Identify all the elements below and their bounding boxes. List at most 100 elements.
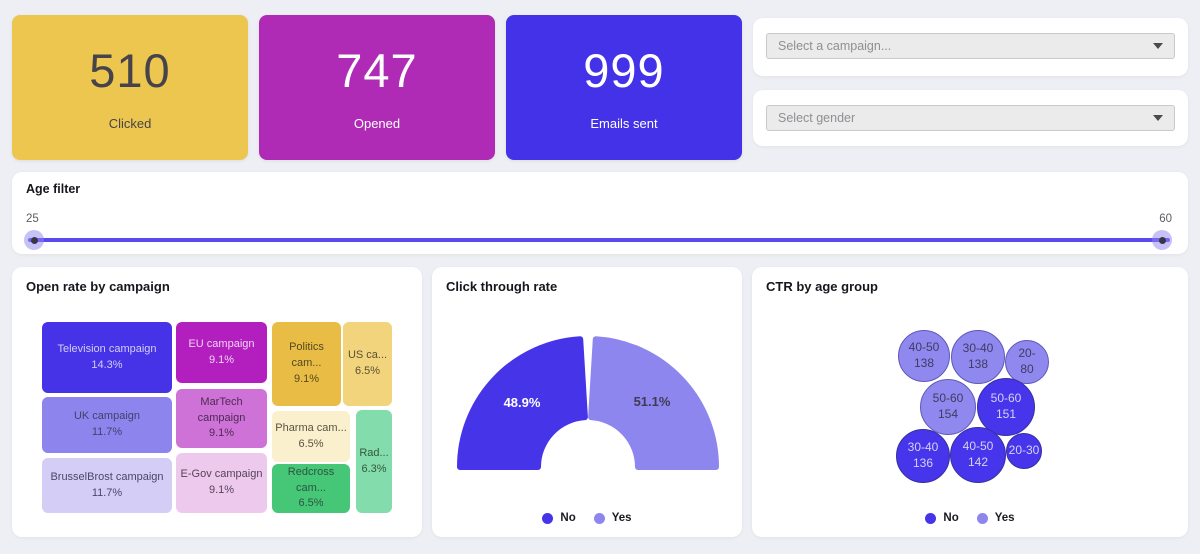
gender-select[interactable]: Select gender [766,105,1175,131]
treemap-tile-uk[interactable]: UK campaign 11.7% [42,397,172,453]
bubble-group: 20- [1018,346,1036,361]
treemap-tile-brusselbrost[interactable]: BrusselBrost campaign 11.7% [42,458,172,513]
tile-value: 11.7% [91,486,123,499]
campaign-select[interactable]: Select a campaign... [766,33,1175,59]
bubble-group: 50-60 [932,391,964,406]
tile-value: 6.5% [298,497,324,510]
bubble-group: 20-30 [1008,443,1040,458]
ctr-by-age-group-card: CTR by age group 40-50 138 30-40 138 20-… [752,267,1188,537]
legend-swatch-yes-icon [976,512,988,524]
tile-name: Politics cam... [289,341,324,370]
tile-value: 6.5% [298,437,324,450]
legend-label-yes: Yes [994,512,1015,524]
treemap-tile-redcross[interactable]: Redcross cam... 6.5% [272,464,350,513]
age-filter-card: Age filter 25 60 [12,172,1188,254]
treemap-tile-rad[interactable]: Rad... 6.3% [356,410,392,513]
kpi-label-clicked: Clicked [108,116,152,131]
treemap-tile-politics[interactable]: Politics cam... 9.1% [272,322,341,406]
bubble-40-50-yes[interactable]: 40-50 138 [898,330,950,382]
bubble-group: 40-50 [908,340,940,355]
tile-value: 6.5% [354,365,381,377]
treemap-tile-eu[interactable]: EU campaign 9.1% [176,322,267,383]
bubble-20-30-yes[interactable]: 20- 80 [1005,340,1049,384]
tile-value: 9.1% [208,353,235,366]
donut-legend: No Yes [432,512,742,524]
bubble-value: 142 [967,455,989,469]
tile-name: E-Gov campaign [180,468,263,481]
tile-name: Redcross cam... [287,465,335,494]
donut-segment-no[interactable] [457,336,588,470]
gender-filter-card: Select gender [753,90,1188,146]
age-slider-handle-min[interactable] [24,230,44,250]
tile-value: 9.1% [208,484,235,496]
treemap-title: Open rate by campaign [26,279,170,294]
bubble-30-40-yes[interactable]: 30-40 138 [951,330,1005,384]
open-rate-treemap-card: Open rate by campaign Television campaig… [12,267,422,537]
bubble-value: 80 [1020,362,1034,376]
kpi-card-clicked: 510 Clicked [12,15,248,160]
tile-name: Rad... [359,446,389,459]
bubble-legend: No Yes [752,512,1188,524]
bubble-value: 138 [967,357,989,371]
tile-name: EU campaign [188,337,255,350]
bubble-value: 138 [913,356,935,370]
campaign-select-placeholder: Select a campaign... [778,39,892,53]
bubble-value: 136 [912,456,934,470]
bubble-40-50-no[interactable]: 40-50 142 [950,427,1006,483]
bubble-50-60-yes[interactable]: 50-60 154 [920,379,976,435]
bubble-50-60-no[interactable]: 50-60 151 [977,378,1035,436]
legend-item-yes[interactable]: Yes [593,512,632,524]
legend-swatch-yes-icon [593,512,605,524]
age-slider-handle-max[interactable] [1152,230,1172,250]
legend-item-no[interactable]: No [542,512,576,524]
tile-name: US ca... [347,349,388,362]
kpi-card-opened: 747 Opened [259,15,495,160]
kpi-value-opened: 747 [336,44,418,97]
tile-value: 14.3% [91,358,123,371]
tile-name: BrusselBrost campaign [50,470,164,483]
click-through-rate-card: Click through rate 48.9% 51.1% No Yes [432,267,742,537]
tile-value: 9.1% [293,372,320,385]
legend-label-no: No [943,512,959,524]
chevron-down-icon [1153,115,1163,121]
legend-swatch-no-icon [925,512,937,524]
campaign-filter-card: Select a campaign... [753,18,1188,76]
legend-item-yes[interactable]: Yes [976,512,1015,524]
tile-name: MarTech campaign [197,395,246,424]
treemap-tile-pharma[interactable]: Pharma cam... 6.5% [272,411,350,462]
bubble-group: 30-40 [962,341,994,356]
tile-value: 6.3% [361,462,387,475]
kpi-card-emails-sent: 999 Emails sent [506,15,742,160]
treemap-tile-television[interactable]: Television campaign 14.3% [42,322,172,393]
tile-value: 9.1% [208,427,235,440]
treemap-tile-us[interactable]: US ca... 6.5% [343,322,392,406]
kpi-value-emails-sent: 999 [583,44,665,97]
donut-segment-yes[interactable] [588,336,719,470]
kpi-value-clicked: 510 [89,44,171,97]
chevron-down-icon [1153,43,1163,49]
bubble-value: 151 [995,407,1017,421]
bubble-group: 30-40 [907,440,939,455]
treemap-tile-martech[interactable]: MarTech campaign 9.1% [176,389,267,448]
tile-name: Pharma cam... [275,421,347,434]
bubble-20-30-no[interactable]: 20-30 [1006,433,1042,469]
age-slider-track[interactable] [28,238,1170,242]
legend-item-no[interactable]: No [925,512,959,524]
age-max-label: 60 [1159,213,1172,225]
half-donut-chart [457,336,719,470]
donut-title: Click through rate [446,279,558,294]
kpi-label-opened: Opened [353,116,401,131]
bubble-group: 50-60 [990,391,1022,406]
donut-label-no: 48.9% [503,395,541,410]
treemap-tile-egov[interactable]: E-Gov campaign 9.1% [176,453,267,513]
age-filter-title: Age filter [26,182,81,196]
bubble-value: 154 [937,407,959,421]
bubble-30-40-no[interactable]: 30-40 136 [896,429,950,483]
tile-name: UK campaign [73,410,141,423]
tile-name: Television campaign [57,342,157,355]
age-min-label: 25 [26,213,39,225]
kpi-label-emails-sent: Emails sent [590,116,658,131]
legend-swatch-no-icon [542,512,554,524]
donut-label-yes: 51.1% [633,394,671,409]
